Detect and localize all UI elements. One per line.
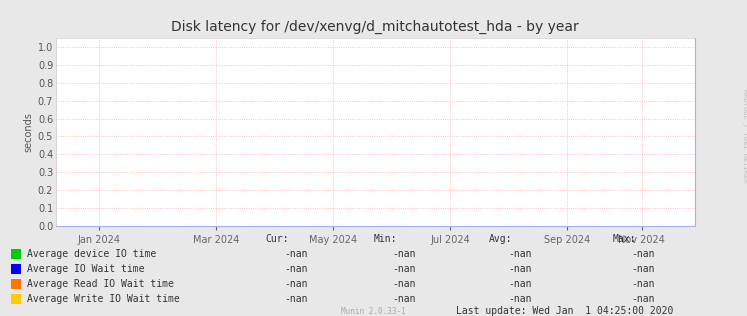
Text: RRDTOOL / TOBI OETIKER: RRDTOOL / TOBI OETIKER: [742, 89, 747, 183]
Text: Max:: Max:: [613, 234, 636, 244]
Text: -nan: -nan: [508, 264, 531, 274]
Text: -nan: -nan: [284, 264, 307, 274]
Text: Last update: Wed Jan  1 04:25:00 2020: Last update: Wed Jan 1 04:25:00 2020: [456, 307, 673, 316]
Text: -nan: -nan: [392, 279, 415, 289]
Text: -nan: -nan: [508, 279, 531, 289]
Text: -nan: -nan: [508, 249, 531, 259]
Text: -nan: -nan: [631, 294, 654, 304]
Text: Min:: Min:: [374, 234, 397, 244]
Text: -nan: -nan: [392, 249, 415, 259]
Text: Cur:: Cur:: [265, 234, 288, 244]
Text: Avg:: Avg:: [489, 234, 512, 244]
Text: -nan: -nan: [392, 294, 415, 304]
Text: Average device IO time: Average device IO time: [27, 249, 156, 259]
Text: -nan: -nan: [284, 279, 307, 289]
Text: Munin 2.0.33-1: Munin 2.0.33-1: [341, 307, 406, 316]
Text: Average IO Wait time: Average IO Wait time: [27, 264, 144, 274]
Text: -nan: -nan: [392, 264, 415, 274]
Text: Average Write IO Wait time: Average Write IO Wait time: [27, 294, 179, 304]
Y-axis label: seconds: seconds: [24, 112, 34, 152]
Text: -nan: -nan: [631, 279, 654, 289]
Text: -nan: -nan: [631, 264, 654, 274]
Text: -nan: -nan: [284, 294, 307, 304]
Text: -nan: -nan: [508, 294, 531, 304]
Text: -nan: -nan: [284, 249, 307, 259]
Text: -nan: -nan: [631, 249, 654, 259]
Title: Disk latency for /dev/xenvg/d_mitchautotest_hda - by year: Disk latency for /dev/xenvg/d_mitchautot…: [172, 20, 579, 34]
Text: Average Read IO Wait time: Average Read IO Wait time: [27, 279, 174, 289]
